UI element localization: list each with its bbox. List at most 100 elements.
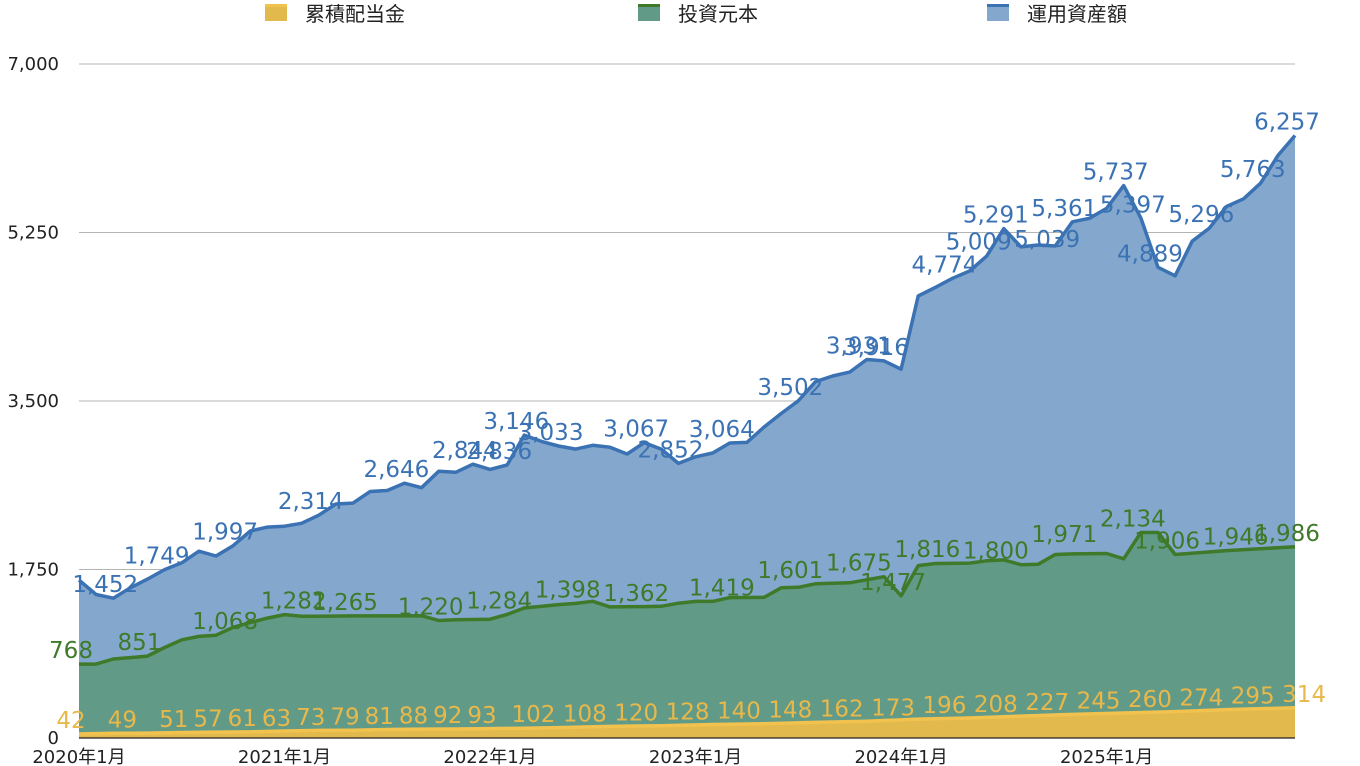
legend-item-投資元本: 投資元本: [638, 2, 758, 26]
data-label: 1,816: [894, 537, 960, 563]
data-label: 5,361: [1031, 196, 1097, 222]
legend-item-運用資産額: 運用資産額: [987, 2, 1127, 26]
data-label: 851: [118, 630, 162, 656]
data-label: 1,800: [963, 539, 1029, 565]
data-label: 3,931: [826, 334, 892, 360]
data-label: 1,362: [603, 581, 669, 607]
x-tick-label: 2021年1月: [238, 747, 331, 766]
data-label: 260: [1128, 687, 1172, 713]
legend-swatch-line: [987, 4, 1009, 7]
x-tick-label: 2020年1月: [32, 747, 125, 766]
data-label: 1,946: [1203, 525, 1269, 551]
data-label: 120: [614, 700, 658, 726]
data-label: 3,067: [603, 417, 669, 443]
x-tick-label: 2023年1月: [649, 747, 742, 766]
data-label: 5,296: [1168, 202, 1234, 228]
legend-label: 運用資産額: [1027, 2, 1127, 26]
legend-swatch: [987, 4, 1009, 21]
data-label: 1,282: [261, 589, 327, 615]
data-label: 102: [511, 702, 555, 728]
legend-swatch-line: [638, 4, 660, 7]
data-label: 1,749: [124, 544, 190, 570]
data-label: 79: [330, 704, 359, 730]
data-label: 196: [923, 693, 967, 719]
data-label: 5,039: [1014, 227, 1080, 253]
data-label: 128: [666, 700, 710, 726]
data-label: 2,836: [466, 439, 532, 465]
data-label: 1,997: [192, 520, 258, 546]
data-label: 1,675: [826, 551, 892, 577]
data-label: 3,916: [843, 335, 909, 361]
data-label: 140: [717, 699, 761, 725]
data-label: 173: [871, 695, 915, 721]
line-運用資産額: [77, 134, 1297, 600]
data-label: 88: [399, 704, 428, 730]
y-tick-label: 5,250: [7, 223, 59, 244]
data-label: 2,646: [363, 457, 429, 483]
data-label: 2,844: [432, 438, 498, 464]
legend-swatch: [265, 4, 287, 21]
data-label: 4,774: [912, 252, 978, 278]
series-lines: [77, 134, 1297, 736]
data-label: 4,889: [1117, 241, 1183, 267]
data-label: 51: [159, 707, 188, 733]
data-label: 2,852: [638, 437, 704, 463]
data-label: 1,971: [1031, 522, 1097, 548]
data-label: 227: [1025, 690, 1069, 716]
data-label: 5,291: [963, 203, 1029, 229]
data-label: 49: [108, 707, 137, 733]
line-投資元本: [79, 530, 1296, 666]
data-label: 93: [467, 703, 496, 729]
x-tick-label: 2025年1月: [1060, 747, 1153, 766]
data-label: 3,064: [689, 417, 755, 443]
data-label: 5,737: [1083, 160, 1149, 186]
data-label: 5,397: [1100, 192, 1166, 218]
data-label: 1,068: [192, 609, 258, 635]
data-label: 42: [56, 708, 85, 734]
data-label: 63: [262, 706, 291, 732]
data-label: 208: [974, 692, 1018, 718]
data-label: 2,314: [278, 489, 344, 515]
legend-item-累積配当金: 累積配当金: [265, 2, 405, 26]
data-label: 1,265: [312, 590, 378, 616]
legend-label: 投資元本: [678, 2, 758, 26]
data-label: 73: [296, 705, 325, 731]
y-tick-label: 3,500: [7, 391, 59, 412]
chart-axes: 0 1,750 3,500 5,250 7,000 2020年1月 2021年1月 2022年…: [7, 54, 1295, 766]
data-label: 61: [228, 706, 257, 732]
data-label: 81: [365, 704, 394, 730]
data-label: 1,906: [1134, 528, 1200, 554]
data-label: 768: [49, 638, 93, 664]
data-label: 1,477: [860, 570, 926, 596]
data-label: 162: [820, 696, 864, 722]
data-label: 314: [1282, 682, 1326, 708]
data-label: 274: [1179, 686, 1223, 712]
data-label: 3,146: [483, 409, 549, 435]
legend-swatch-line: [265, 4, 287, 7]
data-label: 295: [1231, 684, 1275, 710]
data-label: 108: [563, 702, 607, 728]
x-tick-label: 2022年1月: [443, 747, 536, 766]
legend-label: 累積配当金: [305, 2, 405, 26]
data-label: 1,419: [689, 575, 755, 601]
data-label: 1,220: [398, 595, 464, 621]
data-label: 5,763: [1220, 157, 1286, 183]
y-tick-label: 7,000: [7, 54, 59, 75]
data-label: 3,502: [757, 375, 823, 401]
data-label: 92: [433, 703, 462, 729]
data-label: 1,398: [535, 577, 601, 603]
data-label: 6,257: [1254, 110, 1320, 136]
x-tick-label: 2024年1月: [854, 747, 947, 766]
data-label: 5,009: [946, 230, 1012, 256]
data-label: 3,033: [518, 420, 584, 446]
data-label: 1,601: [757, 558, 823, 584]
y-tick-label: 1,750: [7, 560, 59, 581]
data-label: 148: [768, 698, 812, 724]
data-label: 245: [1077, 688, 1121, 714]
data-label: 1,986: [1254, 521, 1320, 547]
y-tick-label: 0: [48, 728, 59, 749]
data-label: 1,452: [72, 572, 138, 598]
data-label: 57: [193, 707, 222, 733]
area-投資元本: [79, 532, 1295, 738]
